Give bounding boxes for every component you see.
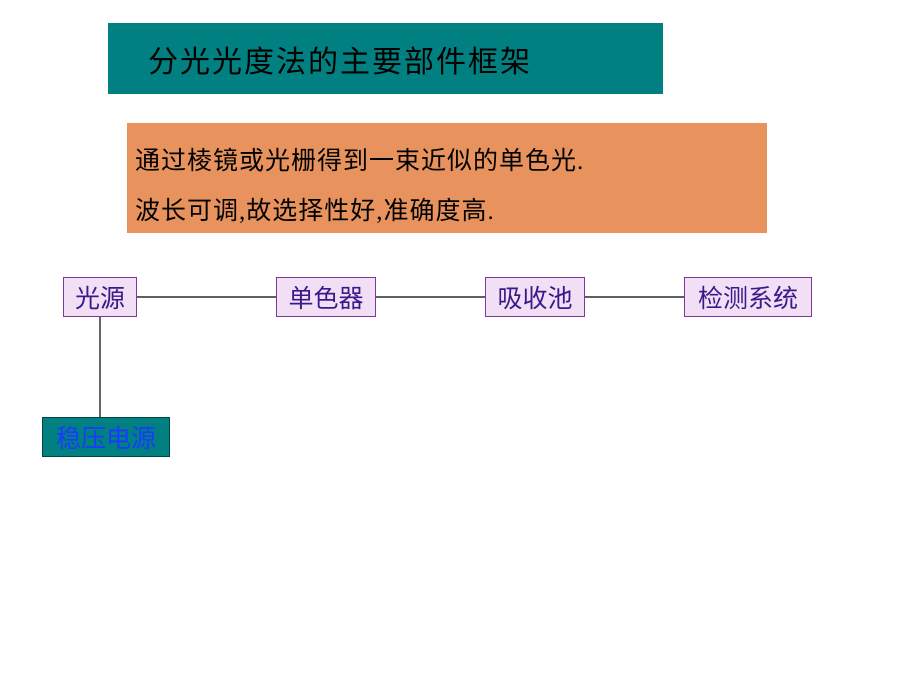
node-power-supply: 稳压电源	[42, 417, 170, 457]
node-detection-system: 检测系统	[684, 277, 812, 317]
description-line-1: 通过棱镜或光栅得到一束近似的单色光.	[135, 137, 759, 187]
node-label: 单色器	[288, 279, 363, 315]
node-monochromator: 单色器	[276, 277, 376, 317]
page-title-text: 分光光度法的主要部件框架	[148, 37, 532, 81]
node-light-source: 光源	[63, 277, 137, 317]
node-label: 光源	[75, 279, 125, 315]
diagram-connectors	[0, 0, 920, 690]
node-label: 稳压电源	[56, 419, 156, 455]
node-absorption-cell: 吸收池	[485, 277, 585, 317]
node-label: 检测系统	[698, 279, 798, 315]
page-title: 分光光度法的主要部件框架	[108, 23, 663, 94]
description-box: 通过棱镜或光栅得到一束近似的单色光. 波长可调,故选择性好,准确度高.	[127, 123, 767, 233]
description-line-2: 波长可调,故选择性好,准确度高.	[135, 187, 759, 237]
node-label: 吸收池	[497, 279, 572, 315]
